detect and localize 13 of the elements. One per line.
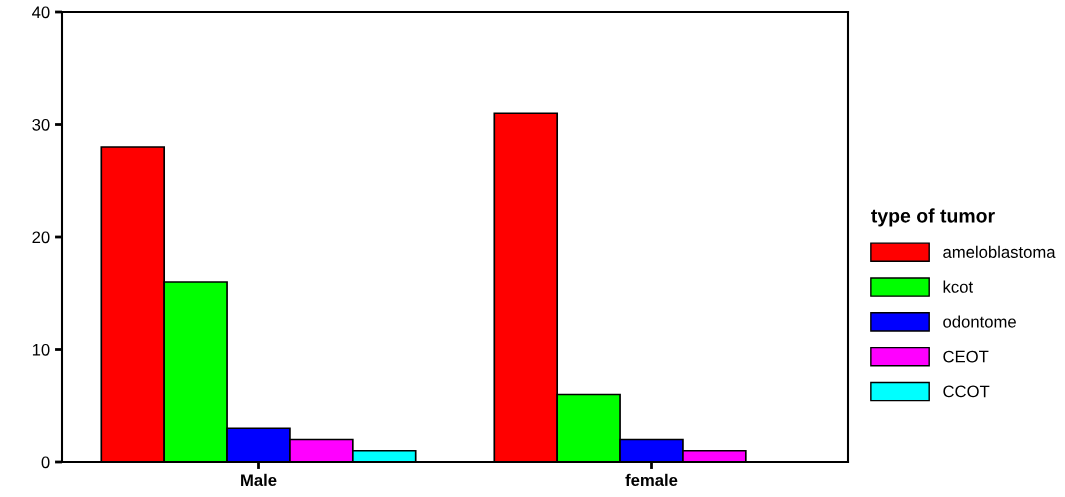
y-tick-label: 30	[32, 118, 50, 131]
y-tick-label: 20	[32, 231, 50, 244]
legend-label: ameloblastoma	[943, 245, 1056, 258]
legend-label: odontome	[943, 315, 1016, 328]
legend-label: CCOT	[943, 385, 990, 398]
y-tick-label: 0	[41, 456, 50, 469]
y-tick-label: 10	[32, 343, 50, 356]
legend-label: CEOT	[943, 350, 989, 363]
y-tick-label: 40	[32, 6, 50, 19]
x-tick-label: Male	[241, 473, 277, 487]
legend-label: kcot	[943, 280, 973, 293]
legend-title: type of tumor	[871, 208, 995, 227]
x-tick-label: female	[625, 473, 678, 487]
